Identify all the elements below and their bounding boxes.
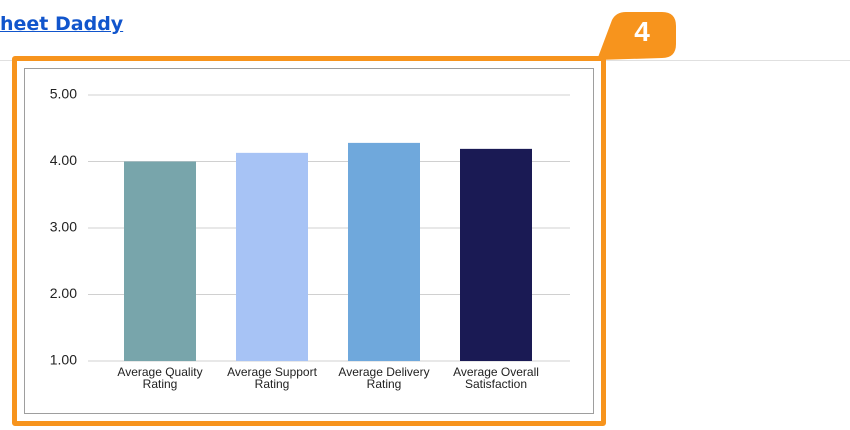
x-tick-label: Average Support Rating: [227, 365, 317, 391]
x-tick-label: Average Overall Satisfaction: [453, 365, 539, 391]
y-tick-label: 2.00: [50, 285, 77, 301]
badge-shape: [597, 12, 676, 60]
badge: [597, 12, 676, 60]
bar: [124, 161, 196, 361]
badge-number: 4: [634, 16, 650, 47]
x-tick-label: Average Quality Rating: [117, 365, 203, 391]
chart-border: [24, 68, 594, 414]
y-tick-label: 5.00: [50, 86, 77, 102]
y-tick-label: 1.00: [50, 352, 77, 368]
y-tick-label: 4.00: [50, 152, 77, 168]
source-link[interactable]: heet Daddy: [0, 13, 124, 35]
y-tick-label: 3.00: [50, 219, 77, 235]
x-tick-label: Average Delivery Rating: [338, 365, 430, 391]
bar: [236, 152, 308, 361]
bar: [348, 142, 420, 361]
bar: [460, 148, 532, 361]
